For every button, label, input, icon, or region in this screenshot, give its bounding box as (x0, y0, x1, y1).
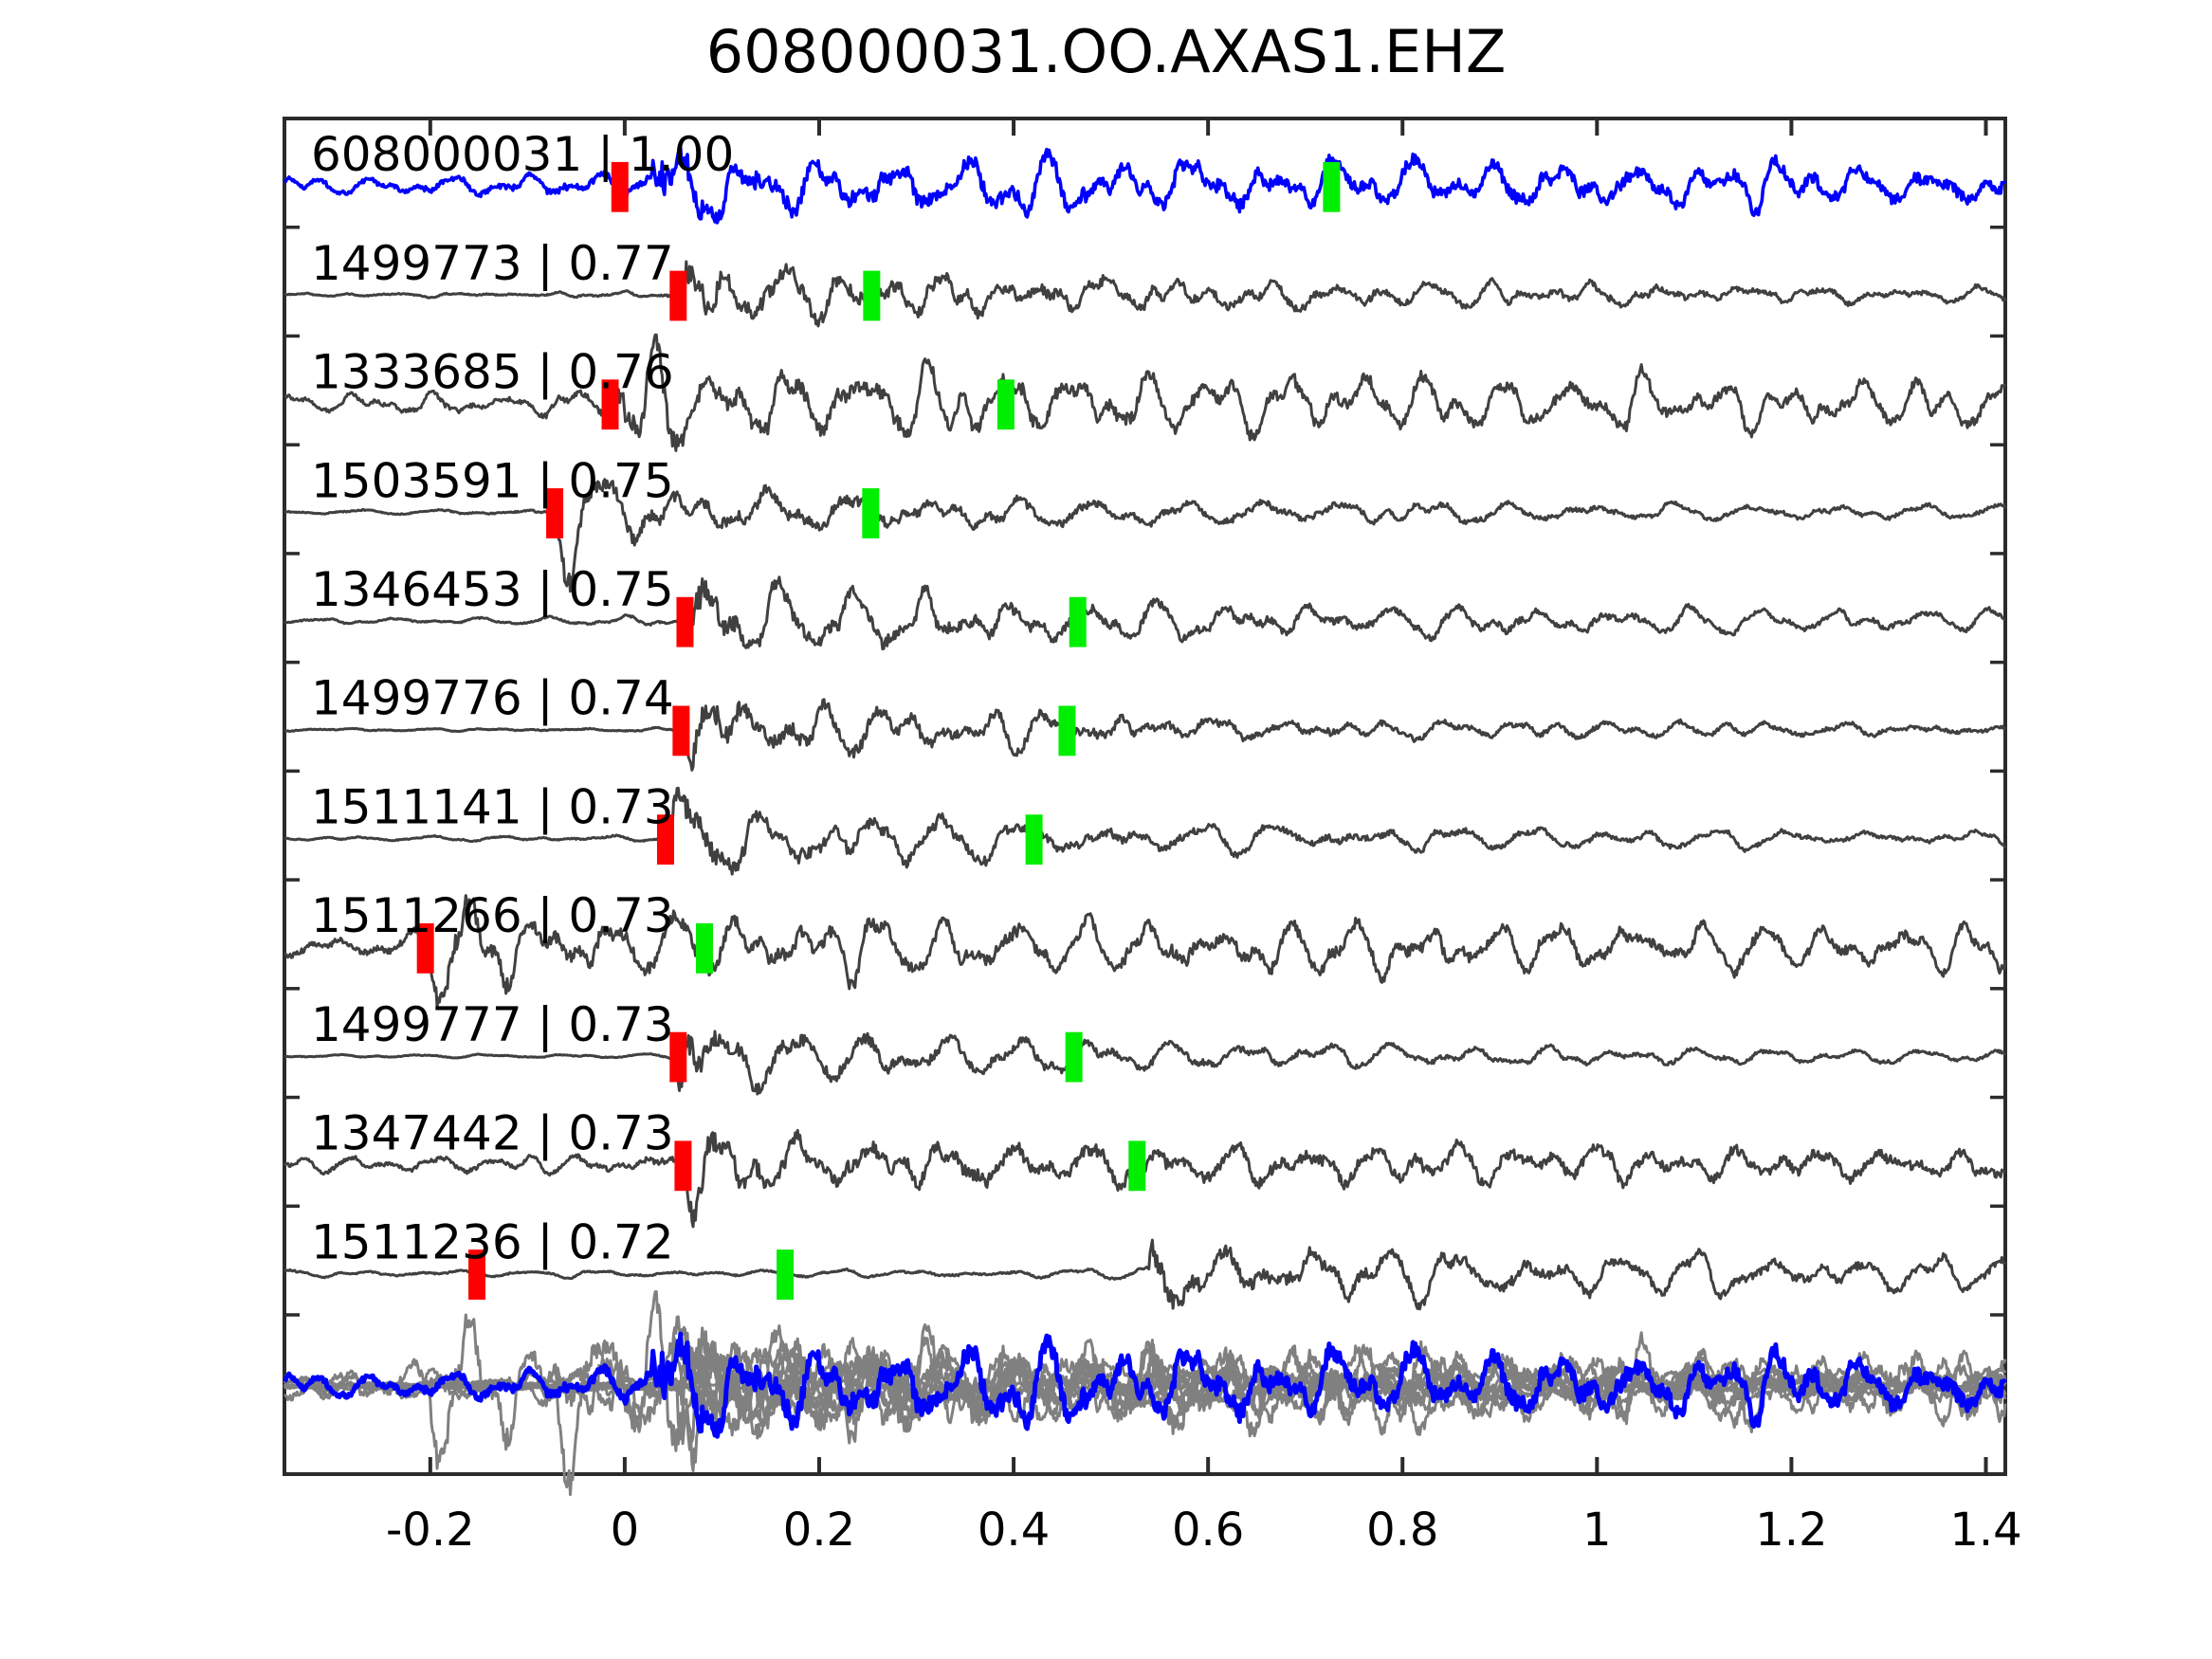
trace-label: 1346453 | 0.75 (311, 562, 674, 617)
stack-overlay-trace (283, 1290, 2007, 1452)
trace-line (283, 260, 2007, 328)
p-pick-marker (546, 488, 564, 538)
s-pick-marker (1323, 161, 1341, 212)
trace-lines (283, 146, 2007, 1311)
x-axis-tick-labels: -0.2 0 0.2 0.4 0.6 0.8 1 1.2 1.4 (386, 1504, 2022, 1557)
trace-line (283, 1030, 2007, 1096)
x-tick-label: 1 (1582, 1504, 1612, 1557)
trace-label: 1499777 | 0.73 (311, 997, 674, 1052)
trace-labels: 608000031 | 1.00 1499773 | 0.77 1333685 | … (311, 127, 734, 1269)
trace-label: 1511236 | 0.72 (311, 1214, 674, 1269)
p-pick-marker (468, 1249, 486, 1300)
x-tick-label: 0 (611, 1504, 640, 1557)
x-tick-label: 0.6 (1172, 1504, 1244, 1557)
s-pick-marker (1065, 1031, 1083, 1083)
p-pick-marker (674, 1140, 692, 1192)
stack-overlay-trace (283, 1338, 2007, 1436)
trace-label: 1511141 | 0.73 (311, 779, 674, 834)
trace-line (283, 575, 2006, 650)
trace-label: 1499773 | 0.77 (311, 236, 674, 291)
s-pick-marker (1069, 596, 1087, 647)
s-pick-marker (777, 1249, 795, 1300)
p-pick-marker (676, 596, 694, 647)
s-pick-marker (1025, 814, 1043, 866)
trace-label: 1503591 | 0.75 (311, 453, 674, 508)
trace-line (283, 146, 2007, 225)
stack-overlay-trace (283, 1337, 2006, 1473)
trace-line (283, 698, 2007, 772)
s-pick-marker (1128, 1140, 1146, 1192)
pick-markers (416, 161, 1341, 1300)
x-tick-label: -0.2 (386, 1504, 475, 1557)
trace-line (283, 786, 2007, 876)
p-pick-marker (669, 1031, 687, 1083)
x-tick-label: 1.4 (1949, 1504, 2021, 1557)
p-pick-marker (416, 922, 434, 974)
stack-template-trace (283, 1331, 2008, 1439)
trace-label: 608000031 | 1.00 (311, 127, 734, 182)
trace-line (283, 1238, 2007, 1311)
trace-label: 1499776 | 0.74 (311, 671, 674, 726)
p-pick-marker (656, 814, 674, 866)
p-pick-marker (669, 270, 687, 321)
p-pick-marker (672, 705, 690, 757)
y-axis-ticks (284, 225, 2005, 1317)
s-pick-marker (863, 270, 881, 321)
s-pick-marker (862, 488, 880, 538)
page-title: 608000031.OO.AXAS1.EHZ (705, 17, 1507, 86)
s-pick-marker (996, 379, 1015, 430)
s-pick-marker (695, 922, 713, 974)
x-tick-label: 1.2 (1755, 1504, 1827, 1557)
x-tick-label: 0.8 (1366, 1504, 1438, 1557)
x-tick-label: 0.2 (783, 1504, 855, 1557)
trace-line (283, 333, 2007, 452)
stack-panel (283, 1290, 2008, 1497)
trace-label: 1511266 | 0.73 (311, 888, 674, 943)
trace-label: 1347442 | 0.73 (311, 1106, 674, 1161)
trace-label: 1333685 | 0.76 (311, 345, 674, 400)
p-pick-marker (611, 161, 629, 212)
x-tick-label: 0.4 (978, 1504, 1050, 1557)
p-pick-marker (601, 379, 619, 430)
s-pick-marker (1058, 705, 1076, 757)
stack-overlay-trace (283, 1313, 2007, 1470)
x-axis-ticks (428, 118, 1988, 1474)
trace-line (283, 894, 2007, 1010)
plot-frame (283, 117, 2007, 1476)
trace-line (283, 478, 2007, 593)
